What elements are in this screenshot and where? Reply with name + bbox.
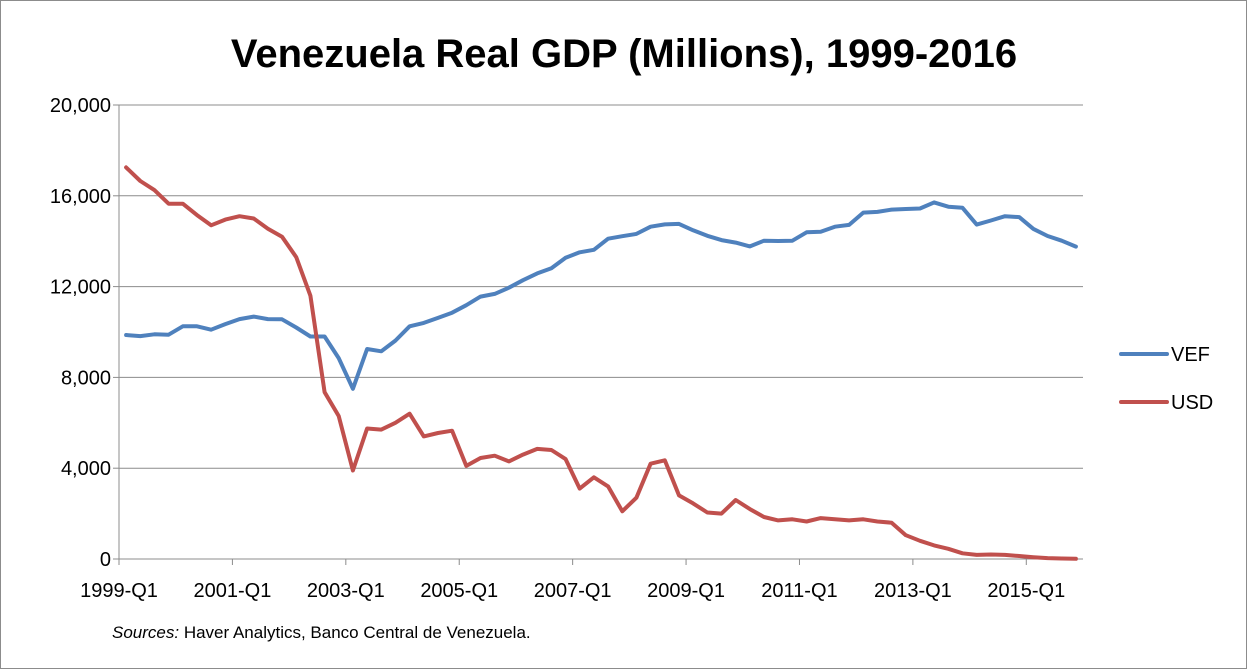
series-line-vef <box>124 200 1078 391</box>
x-tick-label: 2013-Q1 <box>874 580 952 602</box>
x-tick-label: 2009-Q1 <box>647 580 725 602</box>
x-axis-ticks: 1999-Q1 2001-Q1 2003-Q1 2005-Q1 2007-Q1 2009-… <box>80 559 1065 602</box>
legend-label-usd: USD <box>1171 392 1213 414</box>
y-tick-label: 8,000 <box>61 367 111 389</box>
y-tick-label: 4,000 <box>61 458 111 480</box>
x-tick-label: 2005-Q1 <box>420 580 498 602</box>
source-note: Sources: Haver Analytics, Banco Central … <box>112 623 531 642</box>
series-line-usd <box>124 165 1078 561</box>
y-tick-label: 12,000 <box>50 277 111 299</box>
x-tick-label: 2015-Q1 <box>987 580 1065 602</box>
source-prefix: Sources: <box>112 623 179 642</box>
y-axis-ticks: 0 4,000 8,000 12,000 16,000 20,000 <box>50 95 119 571</box>
series-lines <box>124 165 1078 561</box>
x-tick-label: 2011-Q1 <box>761 580 837 602</box>
source-text: Haver Analytics, Banco Central de Venezu… <box>179 623 531 642</box>
chart-title: Venezuela Real GDP (Millions), 1999-2016 <box>231 32 1017 76</box>
legend: VEF USD <box>1119 344 1213 414</box>
y-tick-label: 20,000 <box>50 95 111 117</box>
gridlines <box>118 104 1083 560</box>
x-tick-label: 2001-Q1 <box>193 580 271 602</box>
x-tick-label: 2007-Q1 <box>534 580 612 602</box>
legend-label-vef: VEF <box>1171 344 1210 366</box>
y-tick-label: 16,000 <box>50 186 111 208</box>
x-tick-label: 1999-Q1 <box>80 580 158 602</box>
x-tick-label: 2003-Q1 <box>307 580 385 602</box>
y-tick-label: 0 <box>100 549 111 571</box>
